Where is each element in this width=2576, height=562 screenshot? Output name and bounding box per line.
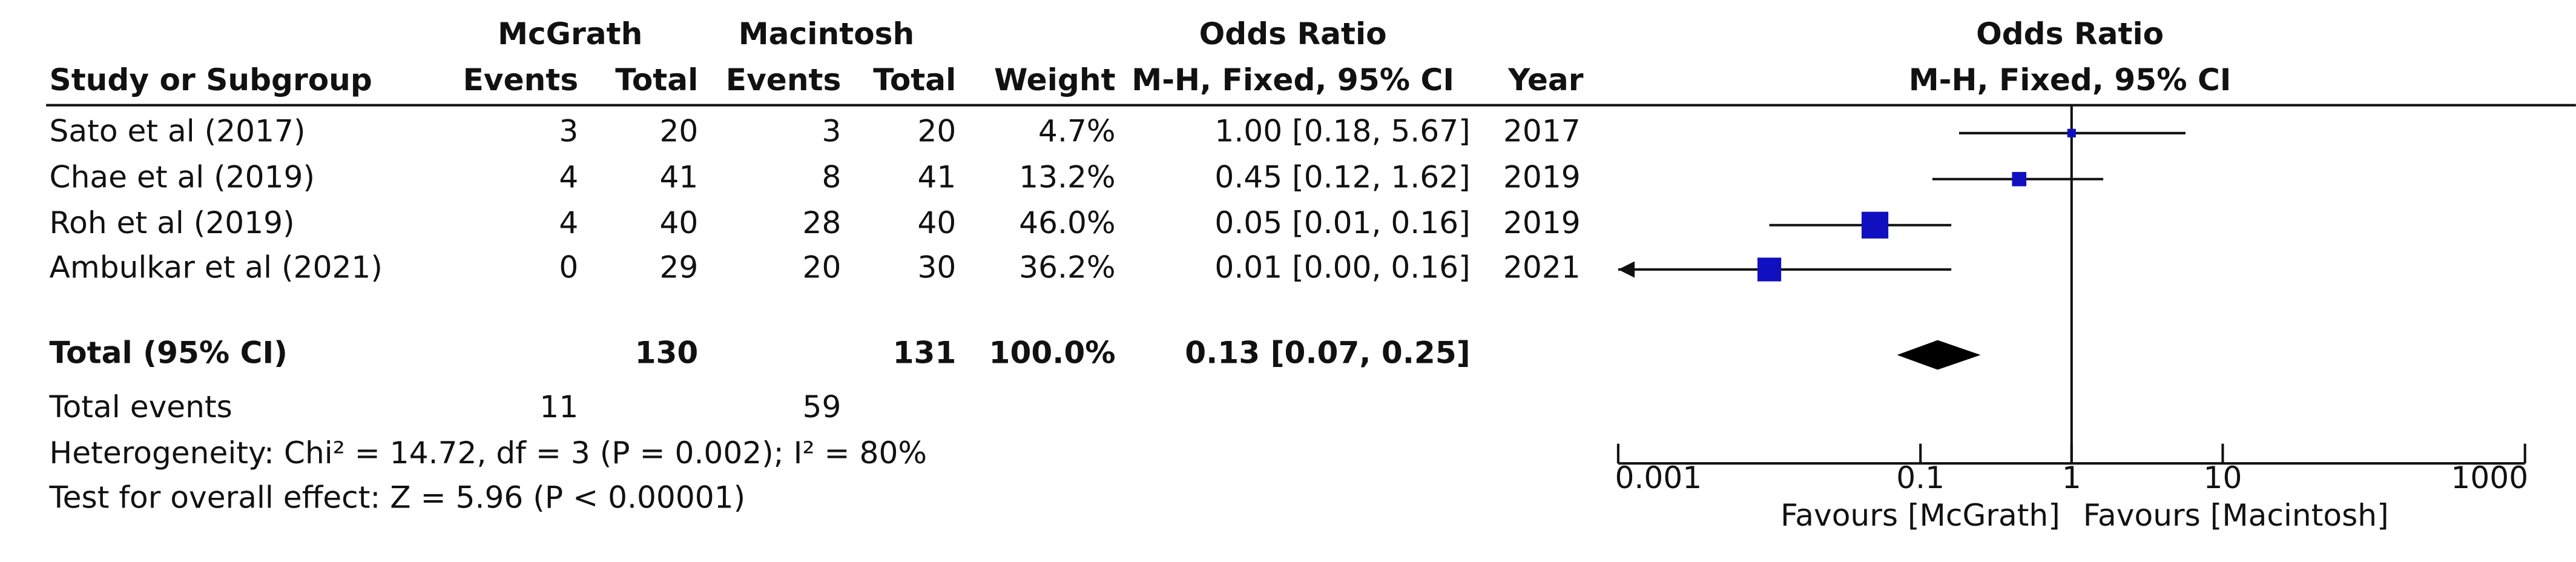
year: 2019 <box>1503 205 1581 240</box>
weight: 100.0% <box>989 335 1116 371</box>
column-header: Total <box>873 62 956 98</box>
total-name: Total (95% CI) <box>50 335 288 371</box>
column-header: Year <box>1507 62 1584 98</box>
plot-subtitle: M-H, Fixed, 95% CI <box>1909 62 2232 98</box>
x-tick-label: 1000 <box>2451 460 2528 495</box>
heterogeneity: Heterogeneity: Chi² = 14.72, df = 3 (P =… <box>50 435 927 471</box>
total: 20 <box>918 113 957 148</box>
weight: 13.2% <box>1019 159 1115 194</box>
ci-arrow <box>1618 261 1635 278</box>
study-name: Roh et al (2019) <box>50 205 295 240</box>
group-header: Odds Ratio <box>1199 16 1387 51</box>
events: 28 <box>803 205 842 240</box>
favours-label: Favours [McGrath] <box>1780 497 2060 533</box>
total: 41 <box>918 159 957 194</box>
events: 3 <box>822 113 842 148</box>
ci-label: 0.05 [0.01, 0.16] <box>1214 205 1470 240</box>
events: 0 <box>559 250 578 285</box>
total: 30 <box>918 250 957 285</box>
column-header: Events <box>726 62 842 98</box>
year: 2021 <box>1503 250 1581 285</box>
total: 131 <box>893 335 957 371</box>
weight: 36.2% <box>1019 250 1115 285</box>
group-header: Macintosh <box>739 16 915 51</box>
study-square <box>2067 128 2076 137</box>
events: 11 <box>539 389 578 425</box>
events: 20 <box>803 250 842 285</box>
events: 8 <box>822 159 842 194</box>
study-square <box>1757 257 1782 282</box>
overall-effect: Test for overall effect: Z = 5.96 (P < 0… <box>49 479 746 515</box>
x-tick-label: 1 <box>2062 460 2081 495</box>
x-tick-label: 10 <box>2204 460 2242 495</box>
study-name: Sato et al (2017) <box>50 113 306 148</box>
study-square <box>1861 211 1889 239</box>
x-tick-label: 0.1 <box>1896 460 1945 495</box>
group-header: McGrath <box>498 16 642 51</box>
column-header: M-H, Fixed, 95% CI <box>1132 62 1454 98</box>
x-tick-label: 0.001 <box>1615 460 1702 495</box>
ci-label: 0.45 [0.12, 1.62] <box>1214 159 1470 194</box>
total: 20 <box>659 113 698 148</box>
ci-label: 0.01 [0.00, 0.16] <box>1214 250 1470 285</box>
total: 40 <box>659 205 698 240</box>
ci-label: 0.13 [0.07, 0.25] <box>1185 335 1470 371</box>
pooled-diamond <box>1897 340 1981 370</box>
column-header: Weight <box>994 62 1115 98</box>
total: 130 <box>635 335 699 371</box>
column-header: Total <box>615 62 698 98</box>
year: 2019 <box>1503 159 1581 194</box>
column-header: Events <box>463 62 579 98</box>
ci-label: 1.00 [0.18, 5.67] <box>1214 113 1470 148</box>
study-name: Ambulkar et al (2021) <box>50 250 383 285</box>
year: 2017 <box>1503 113 1581 148</box>
total: 40 <box>918 205 957 240</box>
total: 41 <box>659 159 698 194</box>
study-name: Chae et al (2019) <box>50 159 315 194</box>
favours-label: Favours [Macintosh] <box>2083 497 2389 533</box>
weight: 4.7% <box>1038 113 1116 148</box>
study-square <box>2012 171 2027 187</box>
total: 29 <box>659 250 698 285</box>
total-events-label: Total events <box>49 389 232 425</box>
weight: 46.0% <box>1019 205 1115 240</box>
plot-title: Odds Ratio <box>1976 16 2164 51</box>
events: 4 <box>559 205 578 240</box>
events: 4 <box>559 159 578 194</box>
column-header: Study or Subgroup <box>50 62 372 98</box>
events: 59 <box>803 389 842 425</box>
events: 3 <box>559 113 578 148</box>
